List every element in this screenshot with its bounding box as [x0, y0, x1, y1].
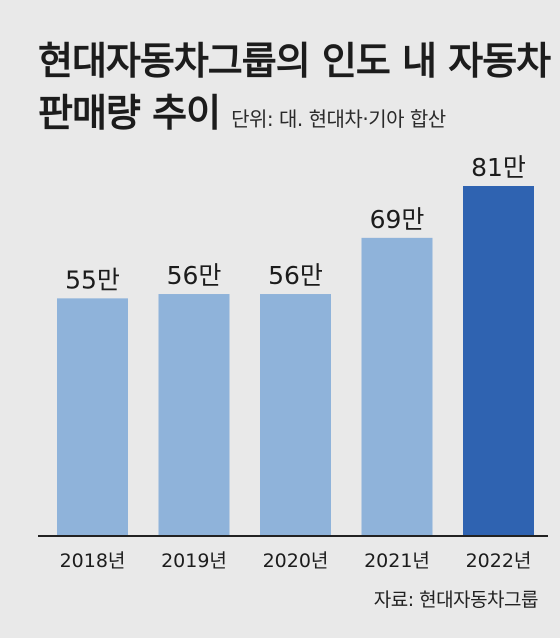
data-label-2019년: 56만 — [167, 261, 222, 290]
bar-2021년 — [361, 237, 433, 536]
bar-2018년 — [57, 298, 128, 536]
data-label-2018년: 55만 — [65, 265, 120, 294]
x-tick-label-2021년: 2021년 — [364, 550, 430, 572]
x-tick-label-2022년: 2022년 — [466, 550, 532, 572]
bar-2019년 — [158, 294, 230, 536]
data-label-2022년: 81만 — [471, 153, 526, 182]
chart-unit-note: 단위: 대. 현대차·기아 합산 — [231, 107, 446, 131]
chart-title-line2-main: 판매량 추이 — [38, 91, 221, 135]
data-label-2020년: 56만 — [268, 261, 323, 290]
chart-title-line2: 판매량 추이 단위: 대. 현대차·기아 합산 — [38, 82, 446, 137]
chart-title-line1: 현대자동차그룹의 인도 내 자동차 — [38, 39, 551, 83]
x-tick-label-2018년: 2018년 — [60, 550, 126, 572]
bar-2020년 — [260, 294, 331, 536]
source-note: 자료: 현대자동차그룹 — [373, 589, 539, 611]
bar-2022년 — [463, 186, 534, 536]
x-tick-label-2019년: 2019년 — [161, 550, 227, 572]
x-tick-label-2020년: 2020년 — [263, 550, 329, 572]
data-label-2021년: 69만 — [370, 205, 425, 234]
